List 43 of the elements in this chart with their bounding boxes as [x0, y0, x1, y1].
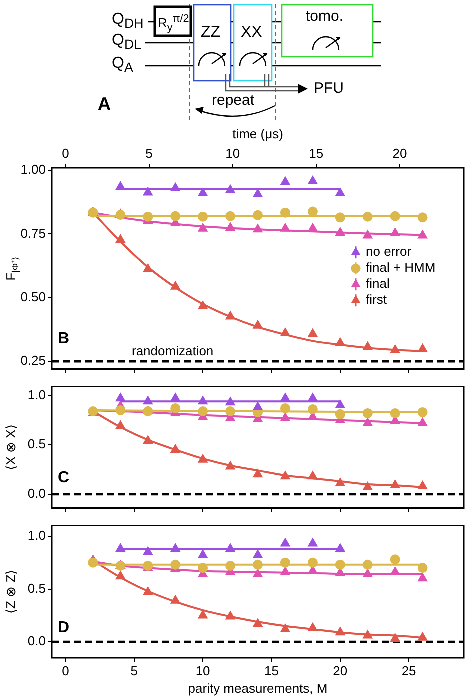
x-tick-label: 15 — [264, 663, 279, 678]
x2-tick-label: 20 — [392, 146, 408, 161]
y-tick-label: 0.5 — [28, 580, 46, 596]
y-tick-label: 0.25 — [20, 353, 46, 368]
x2-tick-label: 0 — [62, 146, 70, 161]
annotation: C — [58, 470, 70, 487]
y-axis-title: F|Φ⁺⟩ — [4, 256, 20, 281]
text: PFU — [314, 80, 344, 97]
legend-label: final — [366, 276, 390, 292]
ref-line-label: randomization — [132, 344, 214, 359]
legend-label: no error — [366, 244, 412, 260]
annotation: D — [58, 619, 70, 636]
y-tick-label: 1.0 — [28, 387, 46, 402]
x-tick-label: 25 — [402, 663, 416, 678]
x-tick-label: 5 — [130, 663, 138, 678]
x-tick-label: 10 — [196, 663, 210, 678]
text: Q$_{DL}$ — [112, 32, 142, 52]
legend-label: final + HMM — [366, 260, 436, 276]
x2-tick-label: 15 — [309, 146, 324, 161]
x2-axis-title: time (μs) — [232, 126, 284, 142]
y-tick-label: 0.50 — [20, 289, 46, 304]
x-tick-label: 0 — [62, 663, 70, 678]
text: XX — [241, 24, 262, 41]
text: Q$_{DH}$ — [112, 11, 144, 32]
y-tick-label: 1.0 — [28, 528, 46, 543]
annotation: B — [58, 330, 70, 348]
text: ZZ — [201, 24, 221, 41]
y-axis-title: ⟨X ⊗ X⟩ — [4, 424, 19, 470]
x-axis-title: parity measurements, M — [188, 680, 328, 696]
legend-label: first — [366, 292, 388, 308]
x2-tick-label: 5 — [146, 146, 153, 161]
text: Q$_{A}$ — [112, 55, 134, 76]
text: tomo. — [306, 8, 344, 25]
y-tick-label: 0.0 — [28, 634, 46, 649]
text: repeat — [212, 92, 255, 109]
y-tick-label: 0.75 — [20, 226, 46, 241]
text: A — [98, 94, 111, 114]
y-tick-label: 0.0 — [28, 486, 46, 501]
y-tick-label: 0.5 — [28, 436, 46, 452]
y-axis-title: ⟨Z ⊗ Z⟩ — [4, 570, 19, 614]
x-tick-label: 20 — [333, 663, 348, 678]
y-tick-label: 1.00 — [20, 162, 46, 178]
x2-tick-label: 10 — [226, 146, 240, 161]
